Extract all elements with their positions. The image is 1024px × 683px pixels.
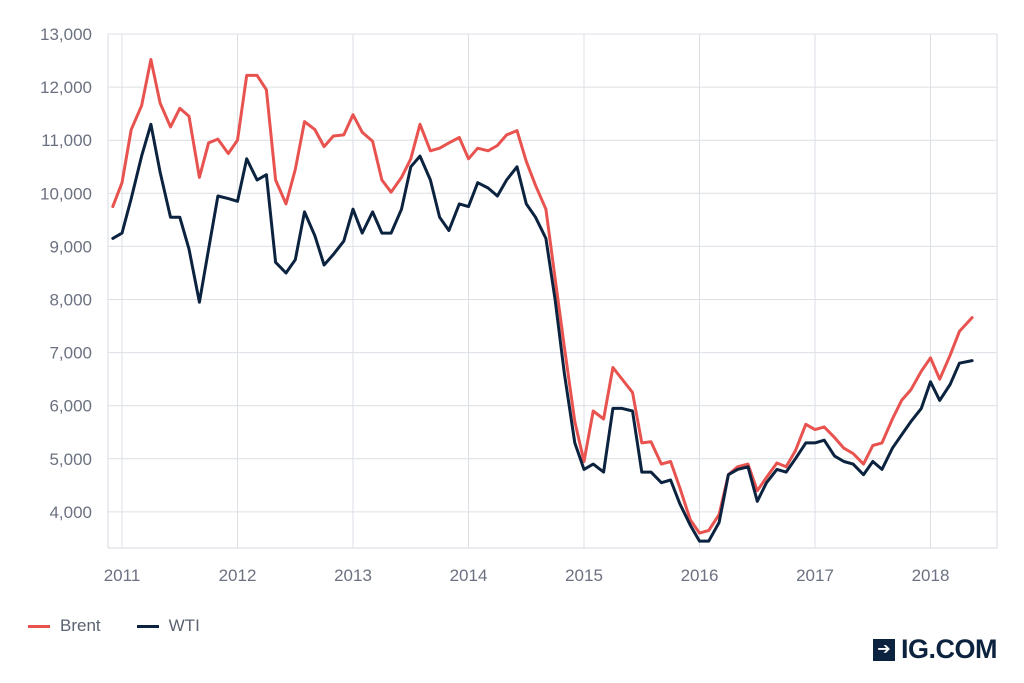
ig-logo: ➔ IG.COM — [873, 634, 998, 665]
x-tick-label: 2018 — [912, 566, 950, 585]
legend-item-brent: Brent — [28, 616, 101, 636]
y-tick-label: 9,000 — [49, 237, 92, 256]
y-tick-label: 5,000 — [49, 450, 92, 469]
series-line-wti — [111, 122, 974, 543]
x-tick-label: 2014 — [450, 566, 488, 585]
y-tick-label: 7,000 — [49, 344, 92, 363]
y-tick-label: 11,000 — [41, 131, 92, 150]
y-axis-tick-labels: 4,000 5,000 6,000 7,000 8,000 9,000 10,000 11,0… — [40, 25, 92, 522]
x-tick-label: 2016 — [681, 566, 719, 585]
x-tick-label: 2017 — [796, 566, 834, 585]
x-tick-label: 2011 — [104, 566, 141, 585]
y-tick-label: 4,000 — [49, 503, 92, 522]
legend-swatch-wti — [136, 624, 159, 628]
brand-name: IG.COM — [901, 634, 998, 664]
chart-series — [111, 58, 974, 543]
chart-gridlines — [107, 33, 998, 549]
y-tick-label: 12,000 — [40, 78, 92, 97]
legend-swatch-brent — [28, 624, 50, 628]
series-line-brent — [111, 58, 974, 535]
legend-label-wti: WTI — [168, 616, 200, 635]
y-tick-label: 6,000 — [49, 397, 92, 416]
legend-item-wti: WTI — [136, 616, 200, 636]
x-axis-tick-labels: 2011 2012 2013 2014 2015 2016 2017 2018 — [104, 566, 950, 585]
legend-label-brent: Brent — [60, 616, 101, 635]
x-tick-label: 2015 — [565, 566, 603, 585]
y-tick-label: 8,000 — [49, 291, 92, 310]
x-tick-label: 2013 — [334, 566, 372, 585]
y-tick-label: 13,000 — [40, 25, 92, 44]
chart-legend: Brent WTI — [28, 616, 200, 636]
arrow-right-icon: ➔ — [873, 638, 895, 661]
x-tick-label: 2012 — [219, 566, 257, 585]
y-tick-label: 10,000 — [40, 184, 92, 203]
